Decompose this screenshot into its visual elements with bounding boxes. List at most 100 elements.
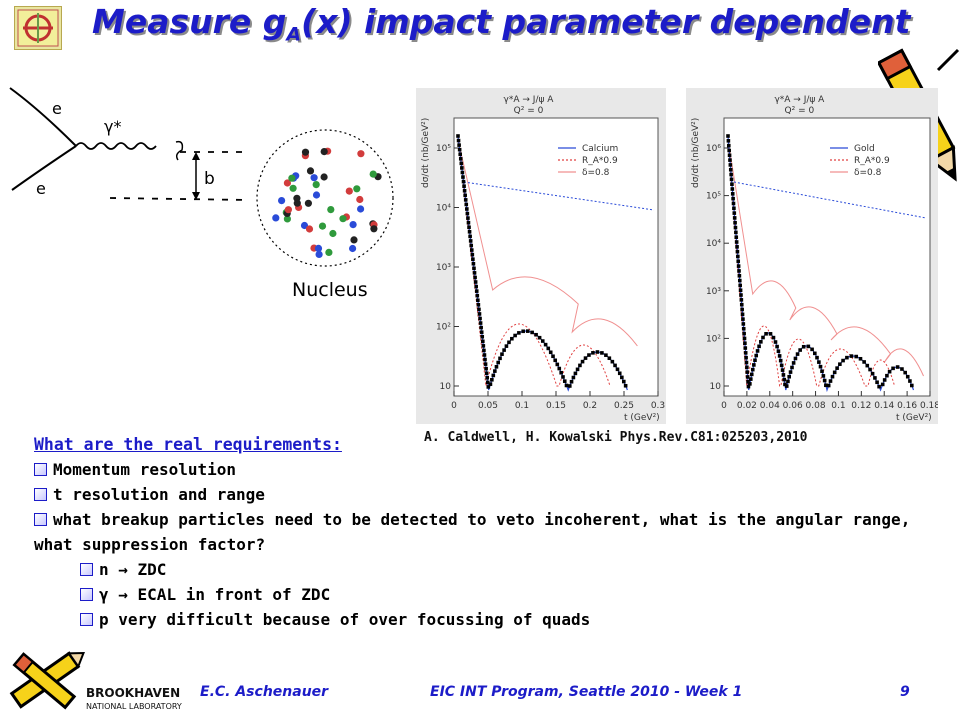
data-point [496,360,500,365]
nucleon [284,206,292,214]
data-point [730,187,735,191]
svg-text:BROOKHAVEN: BROOKHAVEN [86,686,180,700]
data-point [615,367,620,372]
data-point [738,283,742,288]
data-point [835,366,839,370]
data-point [540,339,545,343]
data-point [817,360,821,364]
plot-calcium: 0 0.05 0.1 0.15 0.2 0.25 0.3 t (GeV²) 10 10² 10³ 10… [416,88,666,424]
data-point [757,344,761,349]
data-point [731,196,735,201]
x-tick-label: 0.2 [583,401,597,411]
data-point [728,167,733,172]
data-point [908,379,912,383]
data-point [873,376,877,380]
data-point [736,264,741,268]
y-tick-label: 10⁵ [706,192,721,202]
data-point [467,225,471,230]
x-tick-label: 0.14 [874,401,894,411]
data-point [900,367,904,371]
data-point [727,153,732,158]
data-point [729,172,733,177]
data-point [461,175,465,179]
data-point [610,359,615,364]
data-point [468,234,472,239]
x-tick-label: 0 [451,401,457,411]
nucleon [310,174,318,182]
data-point [484,371,489,376]
data-point [788,370,793,374]
data-point [534,332,538,337]
data-point [784,384,789,388]
x-tick-label: 0.16 [897,401,917,411]
data-point [732,211,737,215]
footer-author: E.C. Aschenauer [200,684,329,700]
data-point [761,335,765,340]
x-tick-label: 0.3 [651,401,665,411]
nucleon [315,250,323,258]
pencil-cross-decoration-icon [9,651,85,710]
data-point [595,350,600,354]
data-point [732,206,736,211]
label-photon: γ* [104,117,121,136]
data-point [752,363,756,367]
data-point [753,358,757,363]
data-point [456,134,460,138]
data-point [734,235,739,239]
y-tick-label: 10⁶ [706,144,721,154]
nucleon [325,248,333,256]
y-tick-label: 10² [436,323,451,333]
data-point [787,374,791,379]
plot-reaction: γ*A → J/ψ A [774,95,825,105]
legend-entry: Calcium [582,144,618,154]
y-tick-label: 10³ [706,287,721,297]
data-point [750,367,755,372]
footer-conference: EIC INT Program, Seattle 2010 - Week 1 [430,684,743,700]
data-point [870,371,875,376]
data-point [743,346,748,350]
data-point [810,347,814,352]
data-point [457,147,462,152]
data-point [743,341,747,346]
nucleon [350,236,358,244]
requirement-item: t resolution and range [34,482,914,507]
nucleon [283,179,291,187]
data-point [607,356,612,361]
data-point [485,380,490,385]
data-point [530,330,534,335]
data-point [460,166,464,170]
data-point [456,138,461,143]
data-point [562,379,567,383]
data-point [463,198,468,202]
data-point [858,356,863,361]
data-point [462,188,467,193]
nucleus-nucleons [272,147,382,258]
x-tick-label: 0 [721,401,727,411]
data-point [471,257,475,261]
data-point [822,378,827,383]
data-point [491,373,496,378]
y-tick-label: 10⁴ [436,204,451,214]
data-point [546,346,551,351]
data-point [740,312,745,317]
y-tick-label: 10⁴ [706,239,721,249]
data-point [741,317,745,321]
data-point [739,293,743,297]
data-point [880,382,885,387]
data-point [882,378,887,382]
plot-gold: 0 0.02 0.04 0.06 0.08 0.1 0.12 0.14 0.16 0.18 t (G… [686,88,938,424]
data-point [862,360,866,364]
x-tick-label: 0.18 [920,401,938,411]
nucleon [370,225,378,233]
data-point [728,158,732,162]
data-point [466,220,471,225]
y-tick-label: 10³ [436,263,451,273]
data-point [500,352,504,356]
data-point [891,366,895,371]
data-point [473,275,477,280]
data-point [748,377,753,381]
x-tick-label: 0.08 [806,401,826,411]
legend-entry: R_A*0.9 [854,156,890,166]
data-point [476,303,481,307]
data-point [736,259,741,264]
